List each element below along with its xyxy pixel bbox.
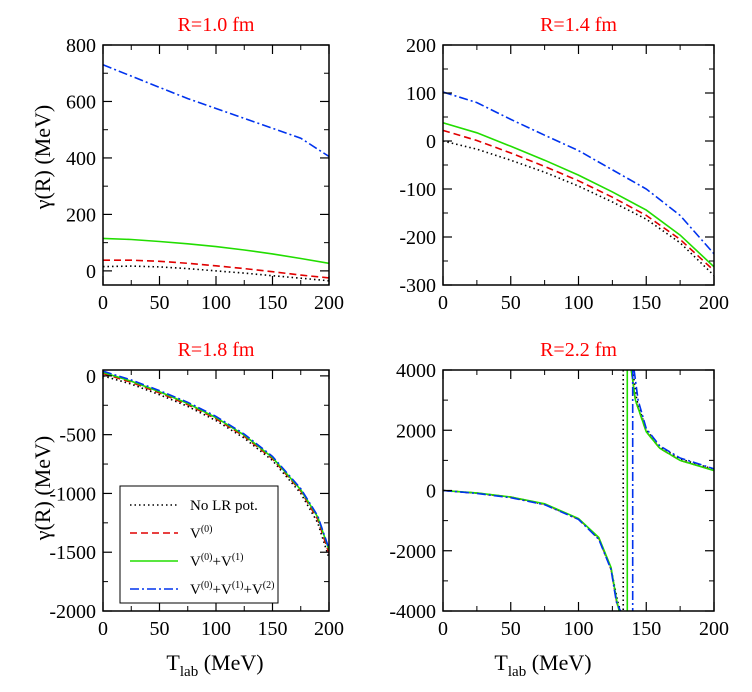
lg3-sup: (0) [201, 580, 213, 591]
y-tick-label: -300 [399, 275, 436, 297]
y-tick-label: 0 [426, 481, 436, 503]
lg3-plus2: +V [243, 582, 262, 598]
x-tick-label: 100 [201, 292, 231, 314]
y-tick-label: -100 [399, 179, 436, 201]
series-v-0- [103, 259, 329, 279]
x-tick-label: 0 [438, 292, 448, 314]
xlabel-right: Tlab (MeV) [494, 650, 591, 680]
lg2-plus1: +V [213, 554, 232, 570]
y-tick-label: -2000 [389, 541, 436, 563]
xlabel-left-rest: (MeV) [198, 650, 263, 675]
ylabel-bottom: γ(R) (MeV) [30, 436, 55, 541]
plot-frame [442, 369, 715, 612]
series-v-0-v-1- [443, 370, 714, 611]
series-v-0-v-1-v-2- [103, 64, 329, 158]
series-no-lr-pot- [103, 265, 329, 282]
plot-frame [442, 44, 715, 286]
x-tick-label: 200 [314, 292, 344, 314]
x-tick-label: 0 [438, 618, 448, 640]
lg2-sup: (0) [201, 552, 213, 563]
lg3-base: V [190, 582, 201, 598]
xlabel-left-T: T [166, 650, 180, 675]
x-tick-label: 100 [564, 618, 594, 640]
plot-frame [102, 44, 330, 286]
xlabel-right-rest: (MeV) [526, 650, 591, 675]
series-v-0-v-1-v-2- [103, 370, 329, 549]
xlabel-left-sub: lab [180, 664, 198, 680]
legend-label-no-lr: No LR pot. [190, 498, 258, 514]
series-v-0- [103, 372, 329, 554]
y-tick-label: 2000 [396, 420, 436, 442]
legend-box [119, 485, 279, 604]
x-tick-label: 200 [699, 292, 729, 314]
panel-3: R=1.8 fm 0 50 100 150 200 -2000 -1500 -1000 -500 0 [49, 339, 344, 640]
x-tick-label: 50 [150, 292, 170, 314]
x-tick-label: 50 [501, 292, 521, 314]
x-tick-label: 150 [631, 618, 661, 640]
series-v-0-v-1- [103, 237, 329, 265]
ylabel-top: γ(R) (MeV) [30, 105, 55, 210]
y-tick-label: -1000 [49, 483, 96, 505]
lg2-sup1: (1) [232, 552, 244, 563]
x-tick-label: 100 [201, 618, 231, 640]
y-tick-label: -4000 [389, 601, 436, 623]
series-no-lr-pot- [443, 370, 714, 611]
y-tick-label: 100 [406, 83, 436, 105]
legend-label-v0: V(0) [190, 524, 213, 542]
y-tick-label: 4000 [396, 360, 436, 382]
legend-label-v0v1: V(0)+V(1) [190, 552, 243, 570]
xlabel-left: Tlab (MeV) [166, 650, 263, 680]
x-tick-label: 200 [314, 618, 344, 640]
y-tick-label: 200 [66, 204, 96, 226]
y-tick-label: -500 [59, 425, 96, 447]
y-tick-label: 0 [86, 366, 96, 388]
x-tick-label: 150 [631, 292, 661, 314]
series-v-0- [443, 129, 714, 272]
lg3-sup1: (1) [232, 580, 244, 591]
panel-1: R=1.0 fm 0 50 100 150 200 0 200 400 600 800 [66, 14, 344, 314]
y-tick-label: 800 [66, 35, 96, 57]
lg1-sup: (0) [201, 524, 213, 535]
series-v-0- [443, 370, 714, 611]
x-tick-label: 200 [699, 618, 729, 640]
x-tick-label: 50 [150, 618, 170, 640]
x-tick-label: 50 [501, 618, 521, 640]
y-tick-label: 200 [406, 35, 436, 57]
panel-4: R=2.2 fm 0 50 100 150 200 -4000 -2000 0 2000 4000 [389, 339, 729, 640]
series-no-lr-pot- [443, 140, 714, 276]
x-tick-label: 150 [258, 292, 288, 314]
y-tick-label: 400 [66, 148, 96, 170]
lg1-base: V [190, 526, 201, 542]
panel-title: R=1.4 fm [540, 14, 617, 36]
x-tick-label: 0 [98, 618, 108, 640]
series-v-0-v-1- [443, 122, 714, 268]
lg2-base: V [190, 554, 201, 570]
panel-title: R=1.8 fm [178, 339, 255, 361]
xlabel-right-sub: lab [508, 664, 526, 680]
panel-2: R=1.4 fm 0 50 100 150 200 -300 -200 -100 0 100 200 [399, 14, 729, 314]
lg3-plus1: +V [213, 582, 232, 598]
y-tick-label: -1500 [49, 542, 96, 564]
lg3-sup2: (2) [263, 580, 275, 591]
panel-title: R=2.2 fm [540, 339, 617, 361]
y-tick-label: -2000 [49, 601, 96, 623]
series-v-0-v-1-v-2- [443, 370, 714, 611]
y-tick-label: -200 [399, 227, 436, 249]
panel-title: R=1.0 fm [178, 14, 255, 36]
x-tick-label: 150 [258, 618, 288, 640]
y-tick-label: 0 [86, 261, 96, 283]
xlabel-right-T: T [494, 650, 508, 675]
x-tick-label: 0 [98, 292, 108, 314]
y-tick-label: 600 [66, 91, 96, 113]
y-tick-label: 0 [426, 131, 436, 153]
legend-label-v0v1v2: V(0)+V(1)+V(2) [190, 580, 274, 598]
x-tick-label: 100 [564, 292, 594, 314]
legend: No LR pot. V(0) V(0)+V(1) V(0)+V(1)+V(2) [119, 485, 279, 604]
